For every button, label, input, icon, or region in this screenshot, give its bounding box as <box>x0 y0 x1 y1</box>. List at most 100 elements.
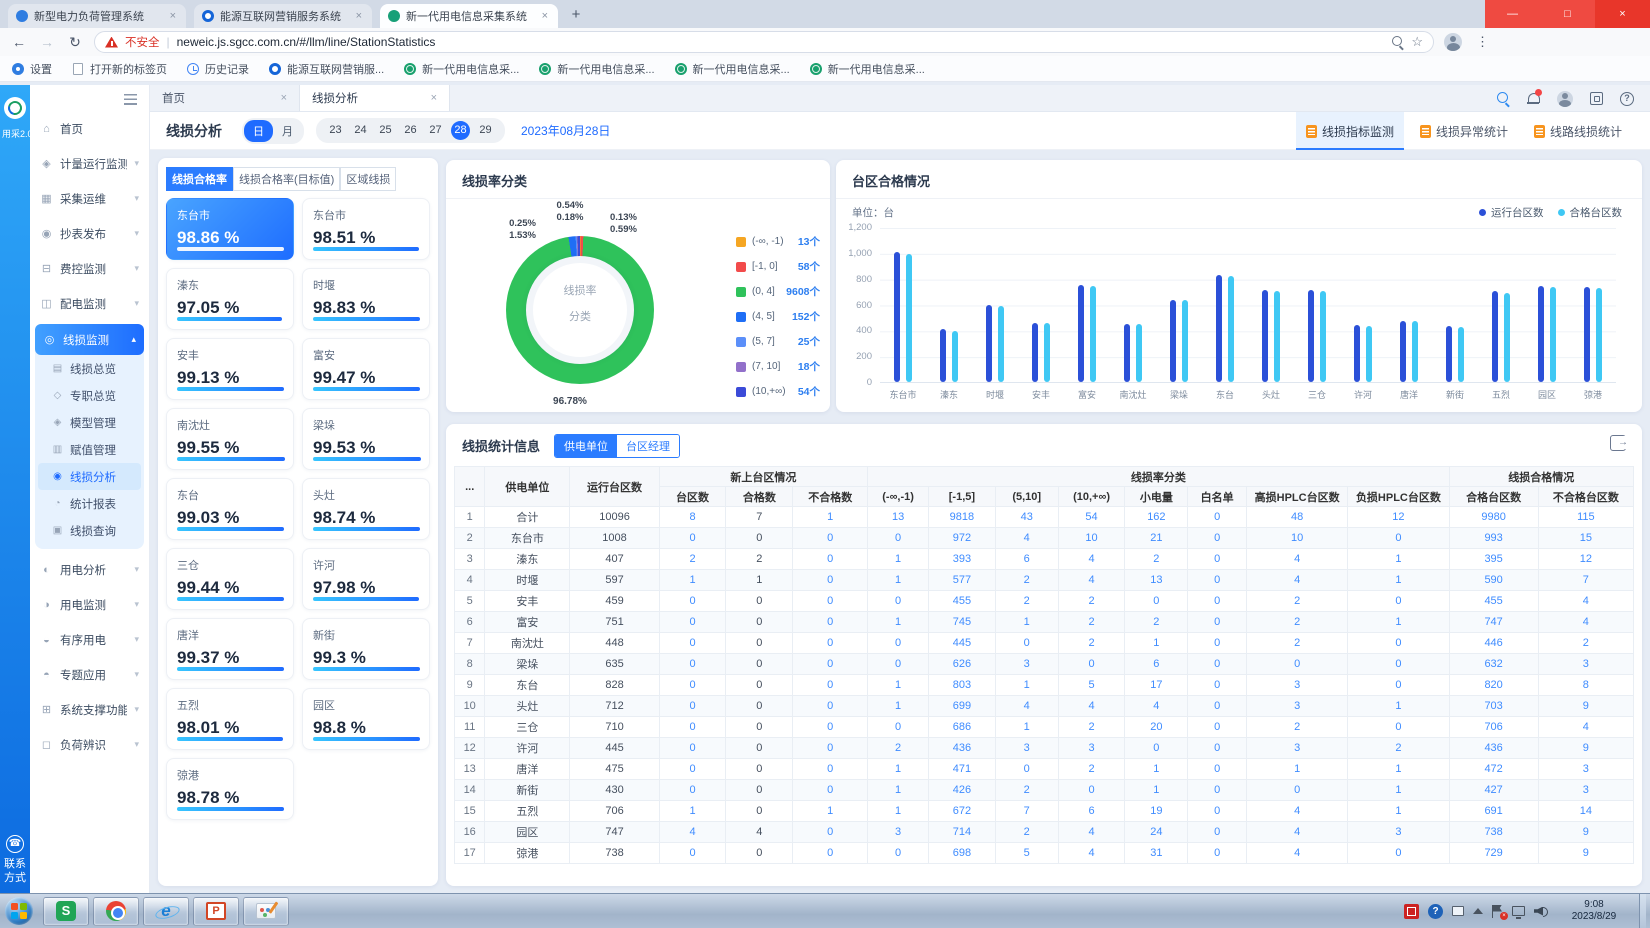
table-cell[interactable]: 0 <box>994 632 1059 654</box>
sidebar-item-special-apps[interactable]: ◓ 专题应用 ▾ <box>30 657 149 692</box>
table-cell[interactable]: 436 <box>927 737 996 759</box>
table-cell[interactable]: 1 <box>1124 632 1189 654</box>
table-cell[interactable]: 0 <box>1347 716 1450 738</box>
table-cell[interactable]: 1 <box>867 548 929 570</box>
sidebar-item-power-monitor[interactable]: ◑ 用电监测 ▾ <box>30 587 149 622</box>
bookmark-5[interactable]: 新一代用电信息采... <box>404 61 519 77</box>
show-desktop-button[interactable] <box>1639 893 1646 928</box>
rate-card-2[interactable]: 东台市 98.51 % <box>302 198 430 260</box>
table-cell[interactable]: 0 <box>867 590 929 612</box>
taskbar-paint[interactable] <box>243 896 289 926</box>
table-cell[interactable]: 820 <box>1448 674 1539 696</box>
day-27[interactable]: 27 <box>429 124 442 136</box>
sidebar-item-load-identification[interactable]: ◻ 负荷辨识 ▾ <box>30 727 149 762</box>
bar-running[interactable] <box>986 305 992 382</box>
table-cell[interactable]: 445 <box>927 632 996 654</box>
table-cell[interactable]: 699 <box>927 695 996 717</box>
table-cell[interactable]: 4 <box>1057 842 1126 864</box>
table-cell[interactable]: 20 <box>1124 716 1189 738</box>
table-cell[interactable]: 2 <box>867 737 929 759</box>
table-cell[interactable]: 1 <box>1347 569 1450 591</box>
table-cell[interactable]: 2 <box>994 821 1059 843</box>
table-cell[interactable]: 0 <box>1187 716 1247 738</box>
table-cell[interactable]: 9 <box>1537 842 1634 864</box>
bar-running[interactable] <box>1216 275 1222 382</box>
table-cell[interactable]: 0 <box>792 737 869 759</box>
bookmark-3[interactable]: 历史记录 <box>187 61 249 77</box>
day-28[interactable]: 28 <box>451 121 470 140</box>
table-cell[interactable]: 6 <box>1124 653 1189 675</box>
table-cell[interactable]: 12 <box>1537 548 1634 570</box>
table-cell[interactable]: 0 <box>792 569 869 591</box>
table-cell[interactable]: 9818 <box>927 506 996 528</box>
rate-card-4[interactable]: 时堰 98.83 % <box>302 268 430 330</box>
table-cell[interactable]: 747 <box>1448 611 1539 633</box>
bar-passing[interactable] <box>1044 323 1050 382</box>
table-cell[interactable]: 691 <box>1448 800 1539 822</box>
table-cell[interactable]: 6 <box>994 548 1059 570</box>
table-cell[interactable]: 2 <box>1537 632 1634 654</box>
table-cell[interactable]: 738 <box>1448 821 1539 843</box>
legend-count[interactable]: 13个 <box>797 236 820 248</box>
rate-tab-1[interactable]: 线损合格率 <box>166 167 233 191</box>
table-cell[interactable]: 395 <box>1448 548 1539 570</box>
table-cell[interactable]: 2 <box>1057 611 1126 633</box>
bar-running[interactable] <box>940 329 946 382</box>
bookmark-7[interactable]: 新一代用电信息采... <box>674 61 790 77</box>
table-cell[interactable]: 703 <box>1448 695 1539 717</box>
table-cell[interactable]: 0 <box>1187 632 1247 654</box>
table-cell[interactable]: 0 <box>658 716 727 738</box>
table-cell[interactable]: 7 <box>994 800 1059 822</box>
table-cell[interactable]: 4 <box>658 821 727 843</box>
table-cell[interactable]: 9 <box>1537 695 1634 717</box>
table-cell[interactable]: 1 <box>1347 758 1450 780</box>
bar-passing[interactable] <box>998 306 1004 382</box>
volume-icon[interactable] <box>1534 905 1549 918</box>
table-toggle-2[interactable]: 台区经理 <box>617 435 679 457</box>
start-button[interactable] <box>5 897 33 925</box>
table-cell[interactable]: 5 <box>994 842 1059 864</box>
table-cell[interactable]: 4 <box>1245 821 1349 843</box>
sidebar-item-orderly-power[interactable]: ◒ 有序用电 ▾ <box>30 622 149 657</box>
table-cell[interactable]: 0 <box>867 653 929 675</box>
table-cell[interactable]: 2 <box>1347 737 1450 759</box>
table-cell[interactable]: 4 <box>1245 842 1349 864</box>
table-cell[interactable]: 4 <box>1057 569 1126 591</box>
bar-running[interactable] <box>1262 290 1268 382</box>
table-cell[interactable]: 48 <box>1245 506 1349 528</box>
table-cell[interactable]: 0 <box>658 737 727 759</box>
table-cell[interactable]: 1 <box>1245 758 1349 780</box>
action-indicator-monitor[interactable]: 线损指标监测 <box>1295 112 1404 150</box>
bar-passing[interactable] <box>1596 288 1602 382</box>
table-cell[interactable]: 31 <box>1124 842 1189 864</box>
url-text[interactable]: neweic.js.sgcc.com.cn/#/llm/line/Station… <box>176 35 436 49</box>
table-cell[interactable]: 0 <box>1124 590 1189 612</box>
bar-running[interactable] <box>1032 323 1038 382</box>
table-cell[interactable]: 0 <box>792 695 869 717</box>
new-tab-button[interactable]: + <box>571 6 581 23</box>
taskbar-powerpoint[interactable]: P <box>193 896 239 926</box>
table-cell[interactable]: 471 <box>927 758 996 780</box>
table-cell[interactable]: 0 <box>658 590 727 612</box>
bookmark-8[interactable]: 新一代用电信息采... <box>809 61 925 77</box>
table-cell[interactable]: 1 <box>994 716 1059 738</box>
day-23[interactable]: 23 <box>329 124 342 136</box>
mode-toggle-1[interactable]: 日 <box>244 119 273 142</box>
table-cell[interactable]: 4 <box>1537 590 1634 612</box>
reload-icon[interactable]: ↻ <box>69 33 81 50</box>
table-cell[interactable]: 714 <box>927 821 996 843</box>
table-cell[interactable]: 0 <box>792 548 869 570</box>
day-26[interactable]: 26 <box>404 124 417 136</box>
table-toggle-1[interactable]: 供电单位 <box>555 435 617 457</box>
table-cell[interactable]: 3 <box>994 653 1059 675</box>
table-cell[interactable]: 2 <box>1057 632 1126 654</box>
table-cell[interactable]: 8 <box>658 506 727 528</box>
tab-close-icon[interactable]: × <box>169 10 176 22</box>
table-cell[interactable]: 3 <box>994 737 1059 759</box>
bar-passing[interactable] <box>1320 291 1326 382</box>
table-cell[interactable]: 0 <box>1187 842 1247 864</box>
tray-expand-icon[interactable] <box>1473 908 1483 914</box>
table-cell[interactable]: 4 <box>1245 569 1349 591</box>
table-cell[interactable]: 0 <box>867 632 929 654</box>
table-cell[interactable]: 0 <box>658 674 727 696</box>
